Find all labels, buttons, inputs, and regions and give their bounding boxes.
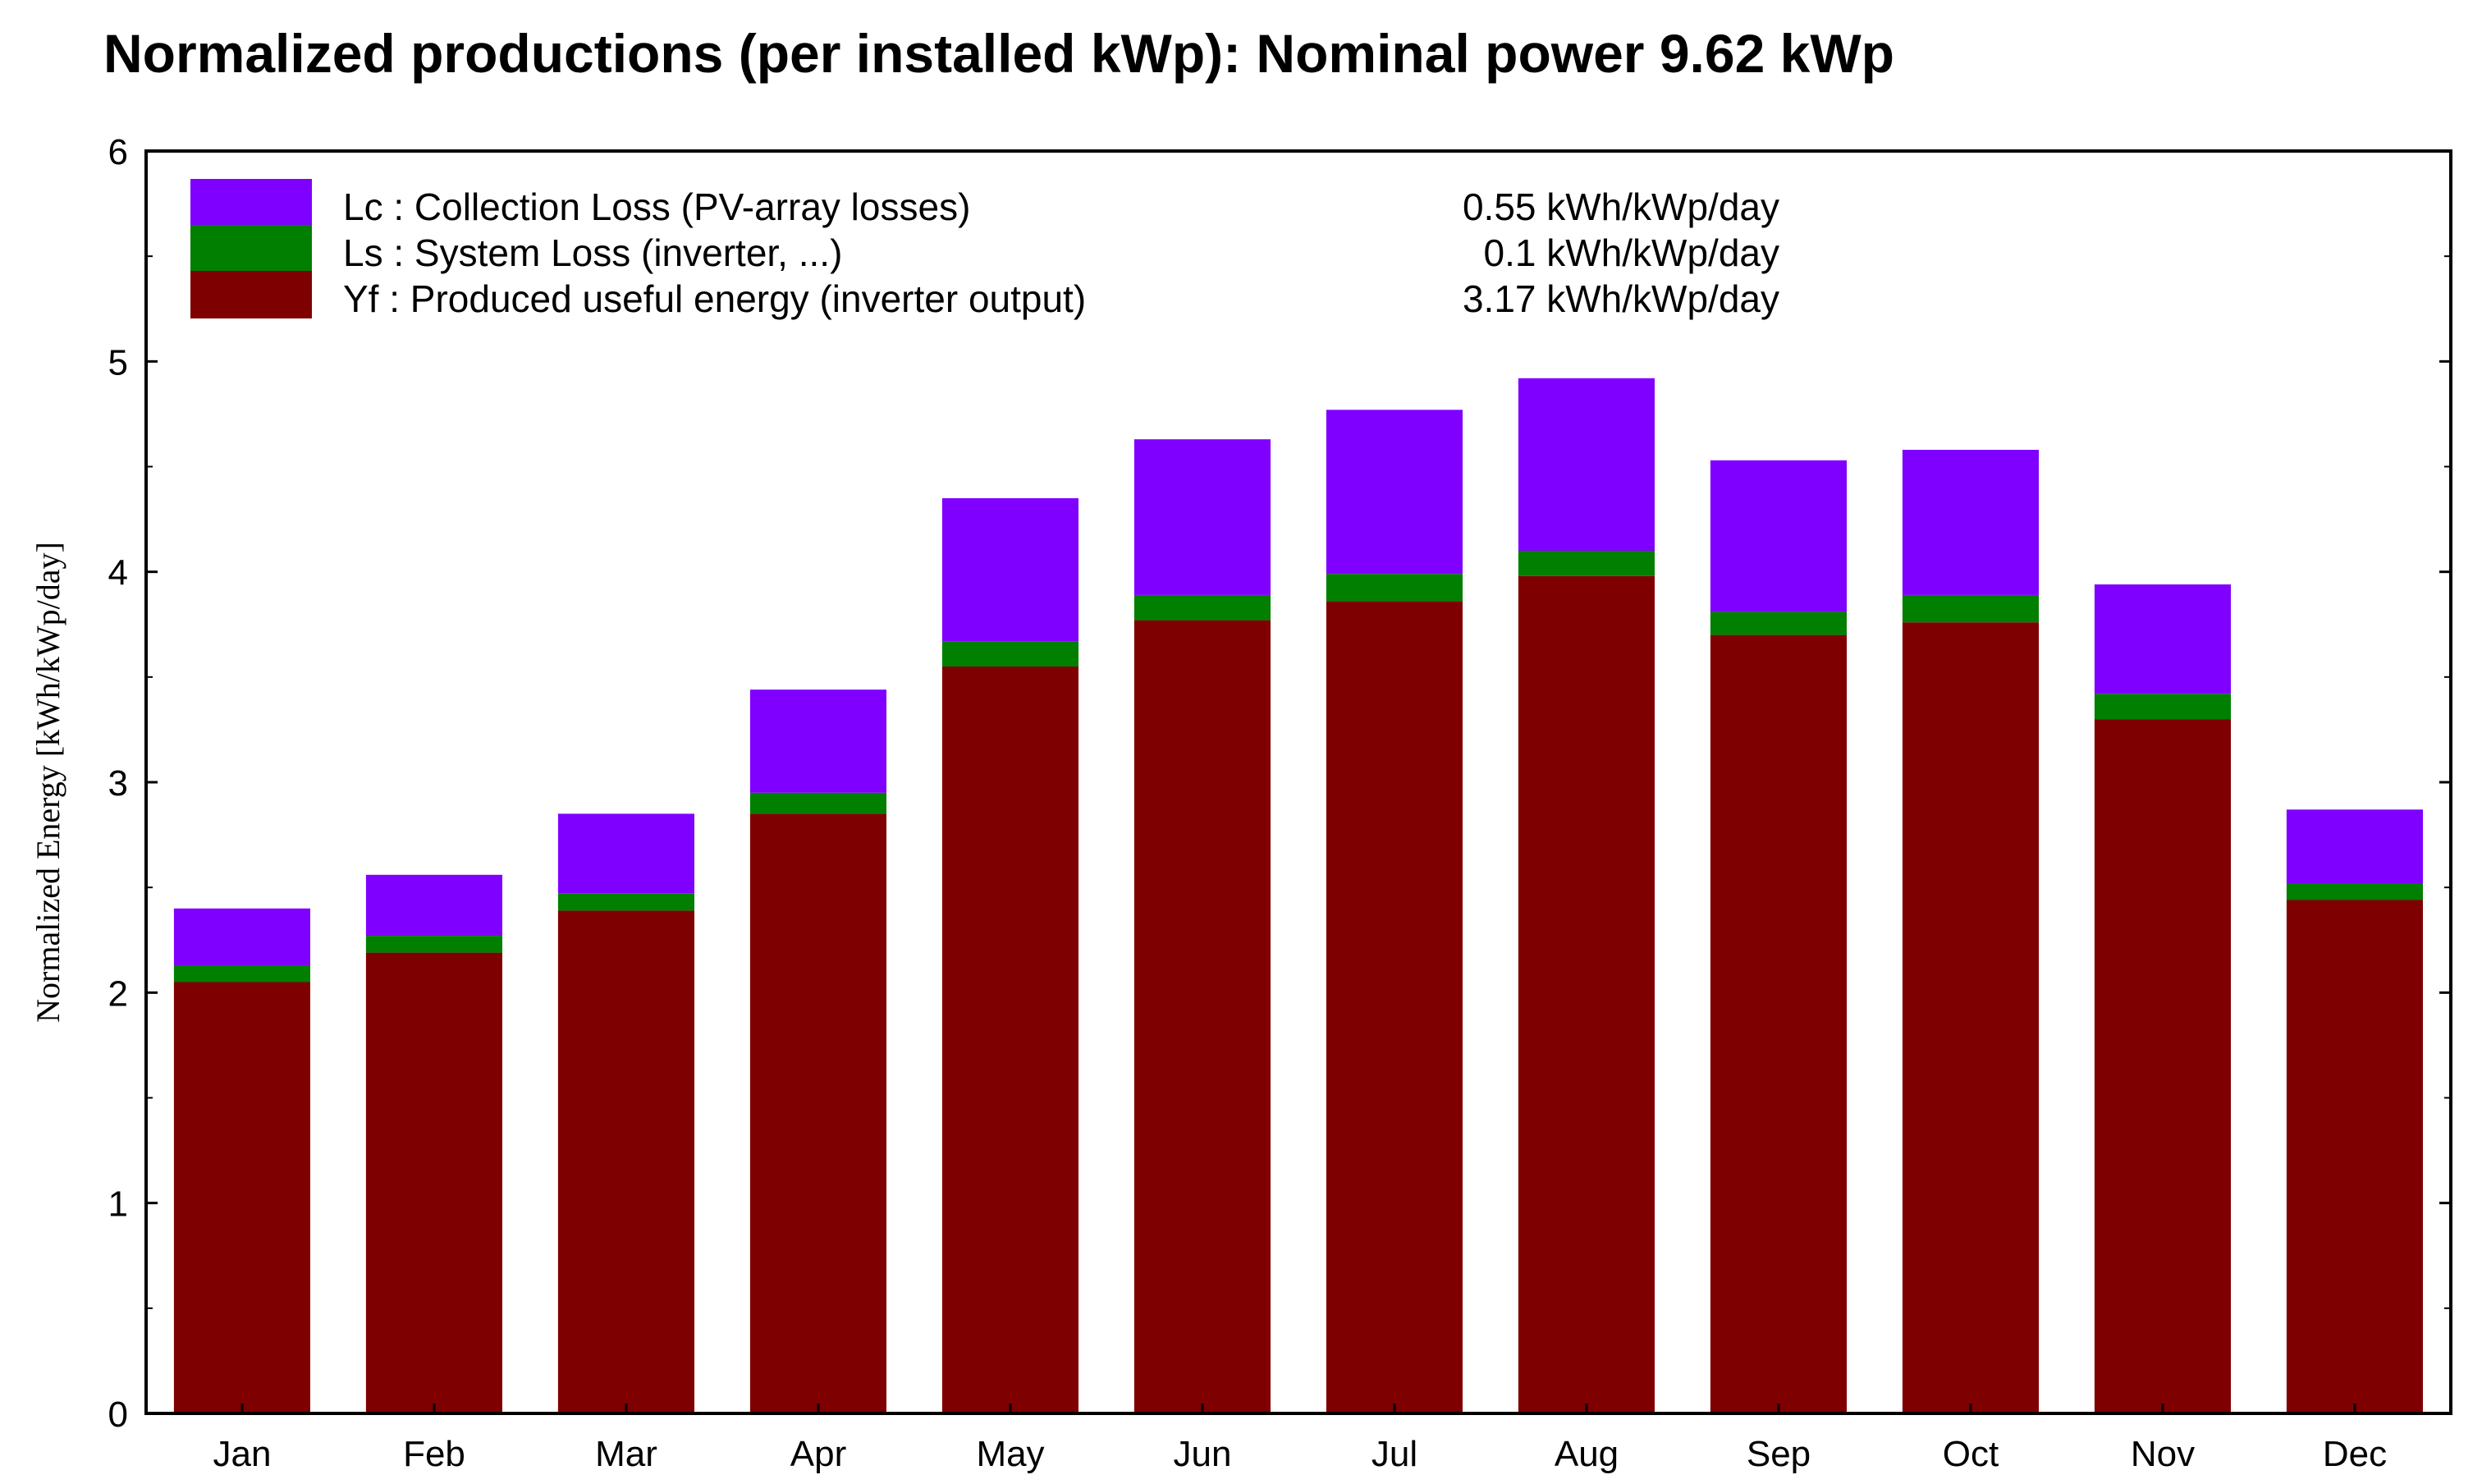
bar-ls-jan [173,965,310,982]
bar-ls-aug [1518,551,1655,576]
bars-group [173,378,2423,1413]
x-tick-label-feb: Feb [403,1434,465,1474]
bar-lc-jun [1133,439,1271,595]
y-tick-label-3: 3 [108,763,128,804]
x-tick-label-may: May [976,1434,1044,1474]
plot-background [146,151,2451,1413]
bar-lc-nov [2094,584,2231,694]
bar-lc-feb [365,874,502,937]
bar-lc-oct [1902,450,2039,595]
x-axis: Jan Feb Mar Apr May Jun Jul Aug Sep Oct Nov Dec [213,1404,2387,1474]
bar-yf-aug [1518,575,1655,1413]
bar-ls-mar [557,893,694,911]
y-tick-label-4: 4 [108,553,128,593]
bar-ls-apr [749,792,886,814]
y-tick-label-5: 5 [108,342,128,382]
bar-ls-jul [1326,574,1463,602]
x-tick-label-dec: Dec [2323,1434,2387,1474]
legend-label-1: Ls : System Loss (inverter, ...) [343,231,842,274]
x-tick-label-aug: Aug [1555,1434,1619,1474]
legend-swatch-1 [190,225,312,273]
bar-lc-sep [1710,460,1847,612]
bar-yf-apr [749,813,886,1413]
bar-lc-aug [1518,378,1655,551]
bar-lc-dec [2286,809,2423,883]
bar-lc-mar [557,813,694,894]
x-tick-label-jan: Jan [213,1434,272,1474]
bar-ls-may [941,641,1078,667]
bar-lc-may [941,498,1078,642]
bar-ls-oct [1902,594,2039,623]
bar-ls-sep [1710,611,1847,635]
legend-value-0: 0.55 kWh/kWp/day [1463,186,1779,228]
x-tick-label-oct: Oct [1943,1434,1999,1474]
bar-lc-jul [1326,410,1463,575]
bar-yf-oct [1902,622,2039,1413]
x-tick-label-sep: Sep [1747,1434,1811,1474]
bar-ls-dec [2286,883,2423,900]
legend-value-2: 3.17 kWh/kWp/day [1463,277,1779,320]
bar-ls-nov [2094,694,2231,720]
y-tick-label-2: 2 [108,973,128,1014]
bar-ls-jun [1133,594,1271,621]
y-tick-label-1: 1 [108,1184,128,1225]
y-tick-label-6: 6 [108,132,128,172]
bar-yf-sep [1710,634,1847,1413]
y-tick-label-0: 0 [108,1395,128,1435]
bar-yf-mar [557,910,694,1413]
bar-yf-dec [2286,900,2423,1413]
bar-lc-apr [749,689,886,793]
bar-lc-jan [173,908,310,965]
plot-area [146,151,2451,1413]
legend-swatch-2 [190,271,312,318]
legend-value-1: 0.1 kWh/kWp/day [1484,231,1779,274]
bar-yf-jun [1133,620,1271,1413]
chart-title: Normalized productions (per installed kW… [103,23,1894,84]
y-axis: 0 1 2 3 4 5 6 [108,132,2451,1435]
x-tick-label-apr: Apr [790,1434,846,1474]
y-axis-label: Normalized Energy [kWh/kWp/day] [30,542,66,1023]
x-tick-label-jul: Jul [1372,1434,1417,1474]
legend: Lc : Collection Loss (PV-array losses) 0.… [190,179,1779,320]
legend-swatch-0 [190,179,312,227]
bar-yf-jan [173,982,310,1413]
legend-label-0: Lc : Collection Loss (PV-array losses) [343,186,970,228]
x-tick-label-jun: Jun [1174,1434,1232,1474]
x-tick-label-nov: Nov [2131,1434,2195,1474]
bar-yf-nov [2094,719,2231,1413]
bar-yf-jul [1326,601,1463,1413]
bar-yf-may [941,666,1078,1413]
bar-ls-feb [365,936,502,953]
x-tick-label-mar: Mar [595,1434,657,1474]
legend-label-2: Yf : Produced useful energy (inverter ou… [343,277,1086,320]
bar-yf-feb [365,952,502,1413]
